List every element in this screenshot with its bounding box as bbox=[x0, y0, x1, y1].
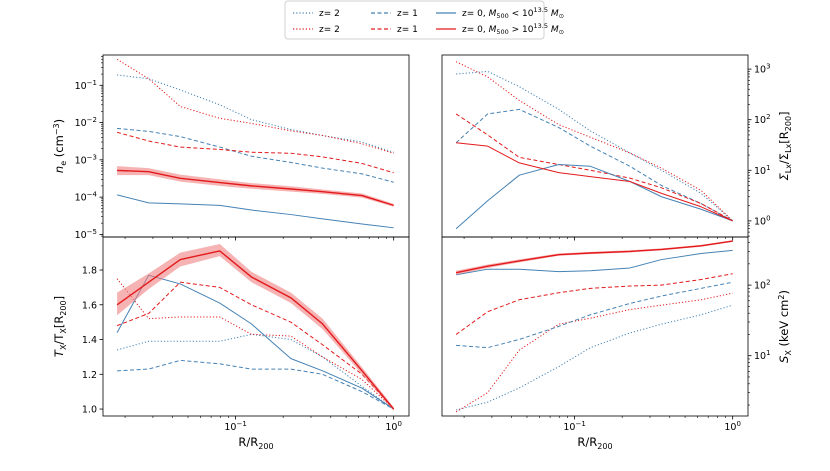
series-line-blue-z2 bbox=[456, 70, 734, 222]
y-axis-label: ne (cm−3) bbox=[52, 119, 68, 173]
plot-area bbox=[116, 58, 394, 229]
series-line-red-z0 bbox=[117, 169, 394, 207]
y-tick-label: 102 bbox=[754, 279, 771, 292]
series-line-blue-z2 bbox=[117, 74, 394, 153]
series-line-blue-z1 bbox=[456, 281, 733, 349]
y-tick-label: 101 bbox=[754, 349, 771, 362]
y-tick-label: 10−4 bbox=[75, 191, 98, 204]
y-tick-label: 1.2 bbox=[82, 370, 97, 381]
panel-sx: 101 102 10−1 100 R/R200 SX (keV cm2) bbox=[441, 236, 793, 451]
y-tick-label: 103 bbox=[754, 63, 771, 76]
panel-sigma: 100 101 102 103 ΣLx/ΣLx[R200] bbox=[441, 54, 793, 241]
legend-entry-red-z1: z= 1 bbox=[371, 25, 418, 35]
y-tick-label: 10−2 bbox=[75, 116, 97, 129]
panel-tx: 1.0 1.2 1.4 1.6 1.8 10−1 100 R/R200 TX/TX[R200] bbox=[52, 236, 410, 451]
legend-entry-red-z0: z= 0, M500 > 1013.5 M⊙ bbox=[436, 22, 564, 36]
series-line-blue-z2 bbox=[116, 333, 394, 410]
series-line-red-z0 bbox=[456, 142, 733, 222]
y-tick-label: 1.4 bbox=[82, 335, 97, 346]
y-tick-label: 10−1 bbox=[75, 79, 97, 92]
y-tick-label: 1.6 bbox=[82, 300, 97, 311]
series-line-red-z1 bbox=[455, 273, 733, 335]
y-axis-label: SX (keV cm2) bbox=[777, 290, 793, 363]
series-line-blue-z0 bbox=[116, 274, 394, 410]
legend-label: z= 0, M500 > 1013.5 M⊙ bbox=[462, 22, 564, 36]
series-line-blue-z1 bbox=[455, 108, 733, 222]
series-line-red-z1 bbox=[116, 131, 394, 174]
y-axis-label: TX/TX[R200] bbox=[52, 296, 68, 357]
legend-label: z= 2 bbox=[319, 9, 340, 19]
x-axis-label: R/R200 bbox=[577, 435, 612, 451]
x-tick-label: 100 bbox=[385, 420, 402, 433]
x-tick-label: 10−1 bbox=[563, 420, 585, 433]
y-tick-label: 10−3 bbox=[75, 153, 97, 166]
panel-ne: 10−5 10−4 10−3 10−2 10−1 ne (cm−3) bbox=[52, 54, 410, 241]
series-line-red-z2 bbox=[116, 278, 395, 410]
series-line-blue-z0 bbox=[455, 164, 733, 230]
series-line-red-z2 bbox=[455, 61, 734, 222]
plot-area bbox=[455, 240, 733, 413]
x-tick-label: 10−1 bbox=[224, 420, 246, 433]
series-line-red-z2 bbox=[116, 58, 394, 154]
series-line-red-z0 bbox=[455, 240, 733, 274]
series-line-red-z0 bbox=[116, 250, 395, 410]
y-tick-label: 1.8 bbox=[82, 266, 97, 277]
legend-entry-blue-z2: z= 2 bbox=[293, 9, 340, 19]
axes-frame bbox=[441, 236, 749, 417]
series-line-red-z1 bbox=[116, 281, 395, 410]
x-tick-label: 100 bbox=[724, 420, 741, 433]
plot-area bbox=[455, 61, 734, 230]
series-line-blue-z2 bbox=[455, 304, 733, 411]
legend-entry-blue-z0: z= 0, M500 < 1013.5 M⊙ bbox=[436, 6, 564, 20]
series-band-red-z0 bbox=[117, 243, 394, 411]
y-tick-label: 1.0 bbox=[82, 405, 97, 416]
series-line-red-z1 bbox=[455, 113, 733, 222]
legend-entry-red-z2: z= 2 bbox=[293, 25, 340, 35]
axes-frame bbox=[102, 236, 410, 417]
series-line-blue-z0 bbox=[116, 194, 394, 229]
series-line-blue-z0 bbox=[455, 249, 733, 276]
series-line-blue-z1 bbox=[117, 127, 394, 183]
series-line-blue-z1 bbox=[117, 359, 394, 410]
axes-frame bbox=[102, 54, 410, 238]
y-tick-label: 10−5 bbox=[75, 228, 97, 241]
legend-frame bbox=[284, 0, 545, 40]
panels: 10−510−410−310−210−1ne (cm−3)10010110210… bbox=[52, 54, 793, 451]
legend-label: z= 2 bbox=[319, 25, 340, 35]
y-tick-label: 100 bbox=[754, 214, 771, 227]
legend-label: z= 1 bbox=[397, 9, 418, 19]
y-tick-label: 101 bbox=[754, 164, 771, 177]
y-tick-label: 102 bbox=[754, 113, 771, 126]
y-axis-label: ΣLx/ΣLx[R200] bbox=[777, 111, 793, 180]
legend: z= 2 z= 2 z= 1 z= 1 z= 0, M500 < 1013.5 M⊙ z=… bbox=[284, 0, 564, 40]
legend-label: z= 1 bbox=[397, 25, 418, 35]
series-line-red-z2 bbox=[455, 292, 733, 413]
x-axis-label: R/R200 bbox=[238, 435, 273, 451]
legend-label: z= 0, M500 < 1013.5 M⊙ bbox=[462, 6, 564, 20]
plot-area bbox=[116, 243, 395, 411]
legend-entry-blue-z1: z= 1 bbox=[371, 9, 418, 19]
